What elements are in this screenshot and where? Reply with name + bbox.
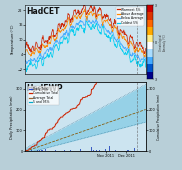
- Bar: [147, 35, 153, 42]
- Bar: [147, 42, 153, 49]
- Bar: [127, 150, 128, 151]
- Legend: Warmest 5%, Above Average, Below Average, Coldest 5%: Warmest 5%, Above Average, Below Average…: [116, 7, 144, 26]
- Bar: [147, 5, 153, 13]
- Y-axis label: Daily Precipitation (mm): Daily Precipitation (mm): [10, 95, 14, 139]
- Bar: [109, 146, 110, 151]
- Bar: [147, 27, 153, 35]
- Bar: [102, 149, 103, 151]
- Bar: [42, 150, 43, 151]
- Bar: [105, 149, 106, 151]
- Text: HadEWP: HadEWP: [27, 84, 63, 93]
- Bar: [147, 72, 153, 79]
- Bar: [70, 150, 71, 151]
- Bar: [147, 49, 153, 57]
- Bar: [91, 147, 92, 151]
- Bar: [64, 150, 65, 151]
- Text: Climatological
Anomaly (°C): Climatological Anomaly (°C): [159, 33, 167, 51]
- Bar: [47, 150, 48, 151]
- Y-axis label: Cumulative Precipitation (mm): Cumulative Precipitation (mm): [157, 94, 161, 140]
- Bar: [115, 150, 116, 151]
- Legend: Daily Total, Cumulative Total, Average Total, 5 and 95%: Daily Total, Cumulative Total, Average T…: [28, 86, 59, 105]
- Text: HadCET: HadCET: [27, 7, 60, 16]
- Bar: [80, 149, 81, 151]
- Bar: [99, 150, 100, 151]
- Bar: [93, 150, 94, 151]
- Bar: [41, 150, 42, 151]
- Bar: [96, 150, 97, 151]
- Y-axis label: Temperature (°C): Temperature (°C): [11, 24, 15, 55]
- Bar: [147, 12, 153, 20]
- Bar: [31, 150, 32, 151]
- Bar: [55, 150, 56, 151]
- Bar: [147, 57, 153, 64]
- Bar: [128, 150, 129, 151]
- Bar: [147, 20, 153, 27]
- Bar: [147, 64, 153, 72]
